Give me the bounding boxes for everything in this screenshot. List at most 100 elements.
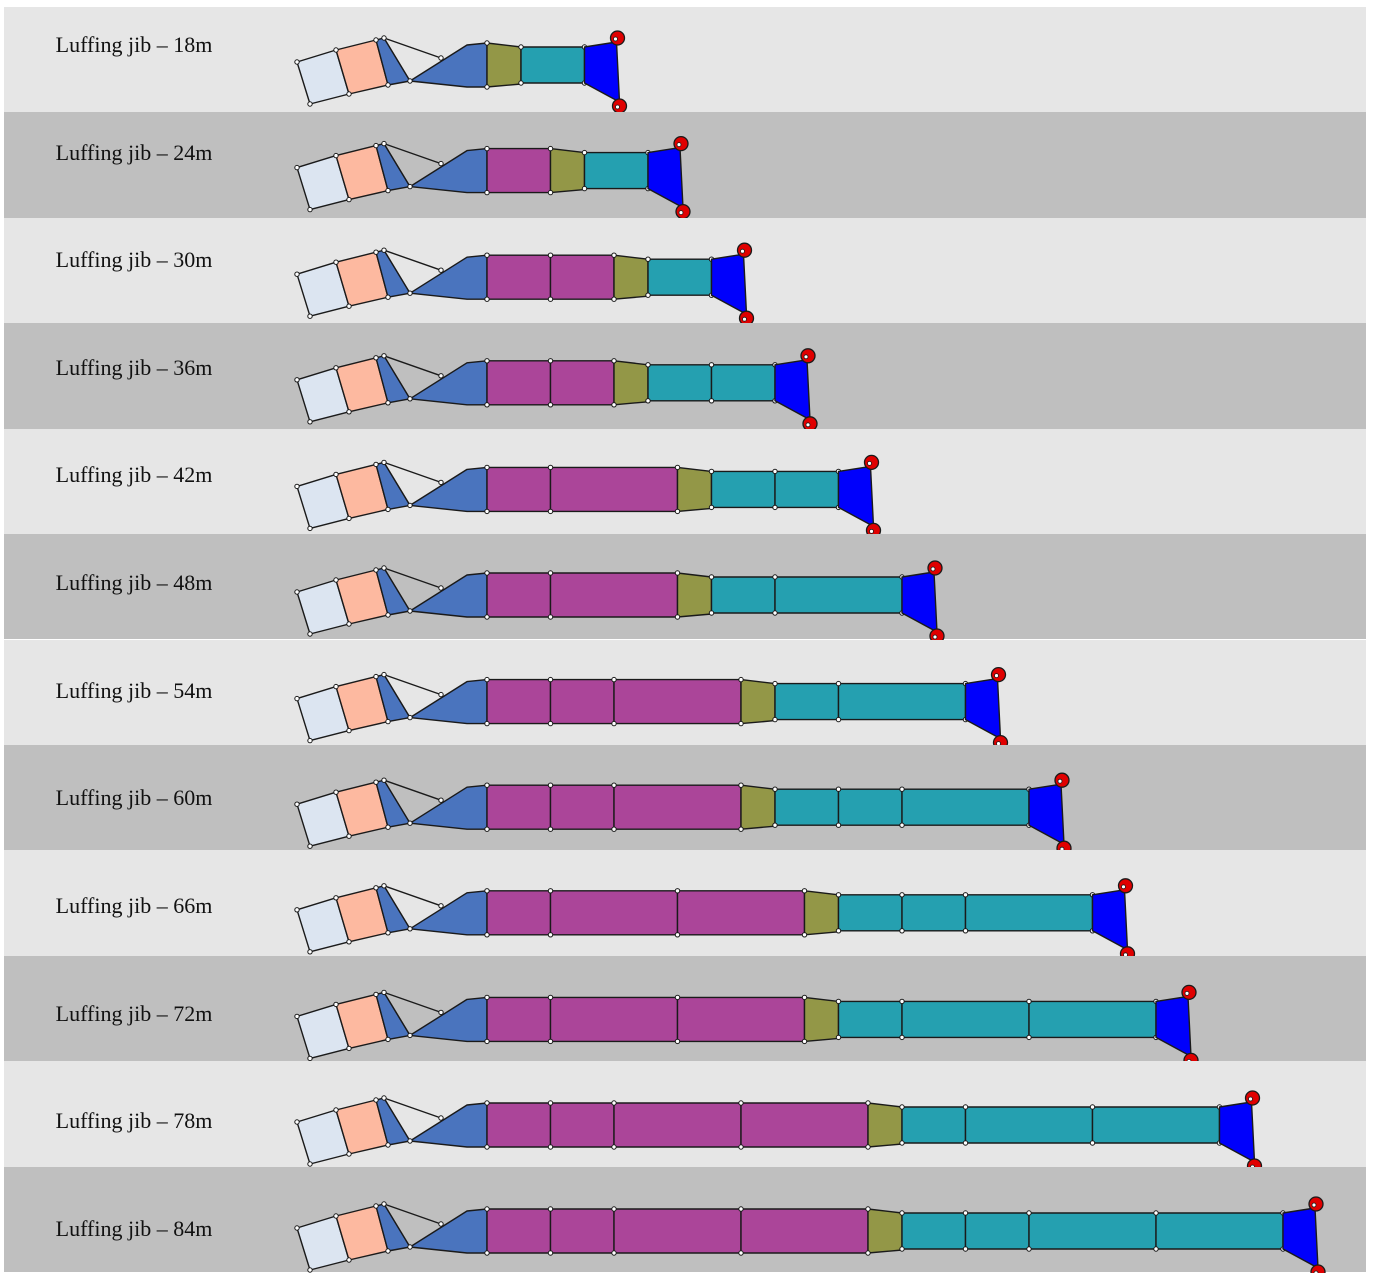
pin-joint <box>307 949 313 955</box>
pin-joint <box>835 822 842 828</box>
pin-joint <box>899 1140 905 1146</box>
pin-joint <box>385 400 391 406</box>
pin-joint <box>385 824 391 830</box>
pin-joint <box>738 1144 744 1150</box>
pin-joint <box>708 468 715 474</box>
pin-joint <box>381 1095 387 1101</box>
pin-joint <box>438 55 444 61</box>
pin-joint <box>611 720 617 726</box>
pin-joint <box>346 727 352 733</box>
pin-joint <box>738 1100 744 1106</box>
jib-section-long <box>613 1102 742 1148</box>
pin-joint <box>333 259 339 265</box>
tie-rod <box>383 249 411 294</box>
jib-section-short <box>583 152 649 190</box>
pin-joint <box>333 895 339 901</box>
pin-joint <box>547 508 554 514</box>
pin-joint <box>294 483 300 489</box>
jib-section-long <box>486 572 552 618</box>
jib-foot <box>409 42 488 88</box>
jib-section-short <box>964 1211 1030 1250</box>
pin-joint <box>484 84 490 90</box>
jib-section-long <box>486 466 552 512</box>
pin-joint <box>333 789 339 795</box>
pin-joint <box>708 398 715 404</box>
jib-section-long <box>486 784 552 830</box>
pin-joint <box>518 80 524 86</box>
jib-section-short <box>901 1000 1030 1038</box>
crane-jib-assembly <box>294 1090 1263 1174</box>
pin-joint <box>484 932 490 938</box>
pin-joint <box>962 892 969 898</box>
pin-joint <box>835 716 842 722</box>
pin-joint <box>373 249 379 255</box>
pin-joint <box>333 47 339 53</box>
sheave-pin <box>1184 990 1190 996</box>
pin-joint <box>333 683 339 689</box>
jib-config-row: Luffing jib – 24m <box>4 112 1366 220</box>
tie-rod <box>383 1203 411 1247</box>
pin-joint <box>381 459 387 465</box>
pin-joint <box>865 1144 871 1150</box>
pin-joint <box>373 1202 379 1209</box>
crane-jib-assembly <box>294 772 1072 856</box>
sheave-pin <box>1311 1202 1317 1207</box>
jib-section-long <box>676 890 806 936</box>
jib-section-short <box>710 364 776 402</box>
pin-joint <box>547 932 554 938</box>
pin-joint <box>772 610 778 616</box>
pin-joint <box>307 631 313 637</box>
pin-joint <box>381 565 387 571</box>
pin-joint <box>385 612 391 618</box>
tie-rod <box>383 355 442 377</box>
pin-joint <box>346 91 352 97</box>
jib-config-label: Luffing jib – 66m <box>55 892 213 918</box>
pin-joint <box>484 190 490 196</box>
jib-head <box>710 253 748 315</box>
pin-joint <box>645 292 651 298</box>
pin-joint <box>385 1036 391 1042</box>
pin-joint <box>385 1142 391 1148</box>
pin-joint <box>484 1038 490 1044</box>
jib-config-row: Luffing jib – 42m <box>4 428 1366 538</box>
pin-joint <box>547 358 554 364</box>
jib-section-short <box>1028 1000 1157 1038</box>
pin-joint <box>547 402 554 408</box>
jib-section-long <box>486 1207 552 1254</box>
sheave-pin <box>867 460 872 466</box>
pin-joint <box>381 35 387 41</box>
tie-rod <box>383 143 411 188</box>
pin-joint <box>385 718 391 724</box>
pin-joint <box>518 44 524 50</box>
pin-joint <box>547 888 554 894</box>
pin-joint <box>738 826 744 832</box>
pin-joint <box>962 1209 969 1216</box>
pin-joint <box>738 1205 744 1212</box>
pin-joint <box>438 585 444 591</box>
pin-joint <box>484 508 490 514</box>
pin-joint <box>738 782 744 788</box>
pin-joint <box>294 589 300 595</box>
tie-rod <box>383 37 442 59</box>
jib-config-row: Luffing jib – 30m <box>4 217 1366 326</box>
pin-joint <box>547 464 554 470</box>
pin-joint <box>547 720 554 726</box>
pin-joint <box>407 1032 413 1038</box>
jib-section-long <box>613 1207 742 1254</box>
jib-diagram <box>294 1195 1326 1273</box>
pin-joint <box>674 932 681 938</box>
pin-joint <box>674 570 681 576</box>
jib-head <box>1028 783 1065 845</box>
jib-section-short <box>647 364 713 402</box>
sheave-pin <box>676 142 682 148</box>
pin-joint <box>547 994 554 1000</box>
pin-joint <box>484 358 490 364</box>
pin-joint <box>373 37 379 43</box>
pin-joint <box>835 892 842 898</box>
pin-joint <box>899 822 905 828</box>
pin-joint <box>772 716 778 722</box>
pin-joint <box>381 671 387 677</box>
pin-joint <box>547 1038 554 1044</box>
pin-joint <box>674 1038 681 1044</box>
jib-section-short <box>837 682 967 720</box>
